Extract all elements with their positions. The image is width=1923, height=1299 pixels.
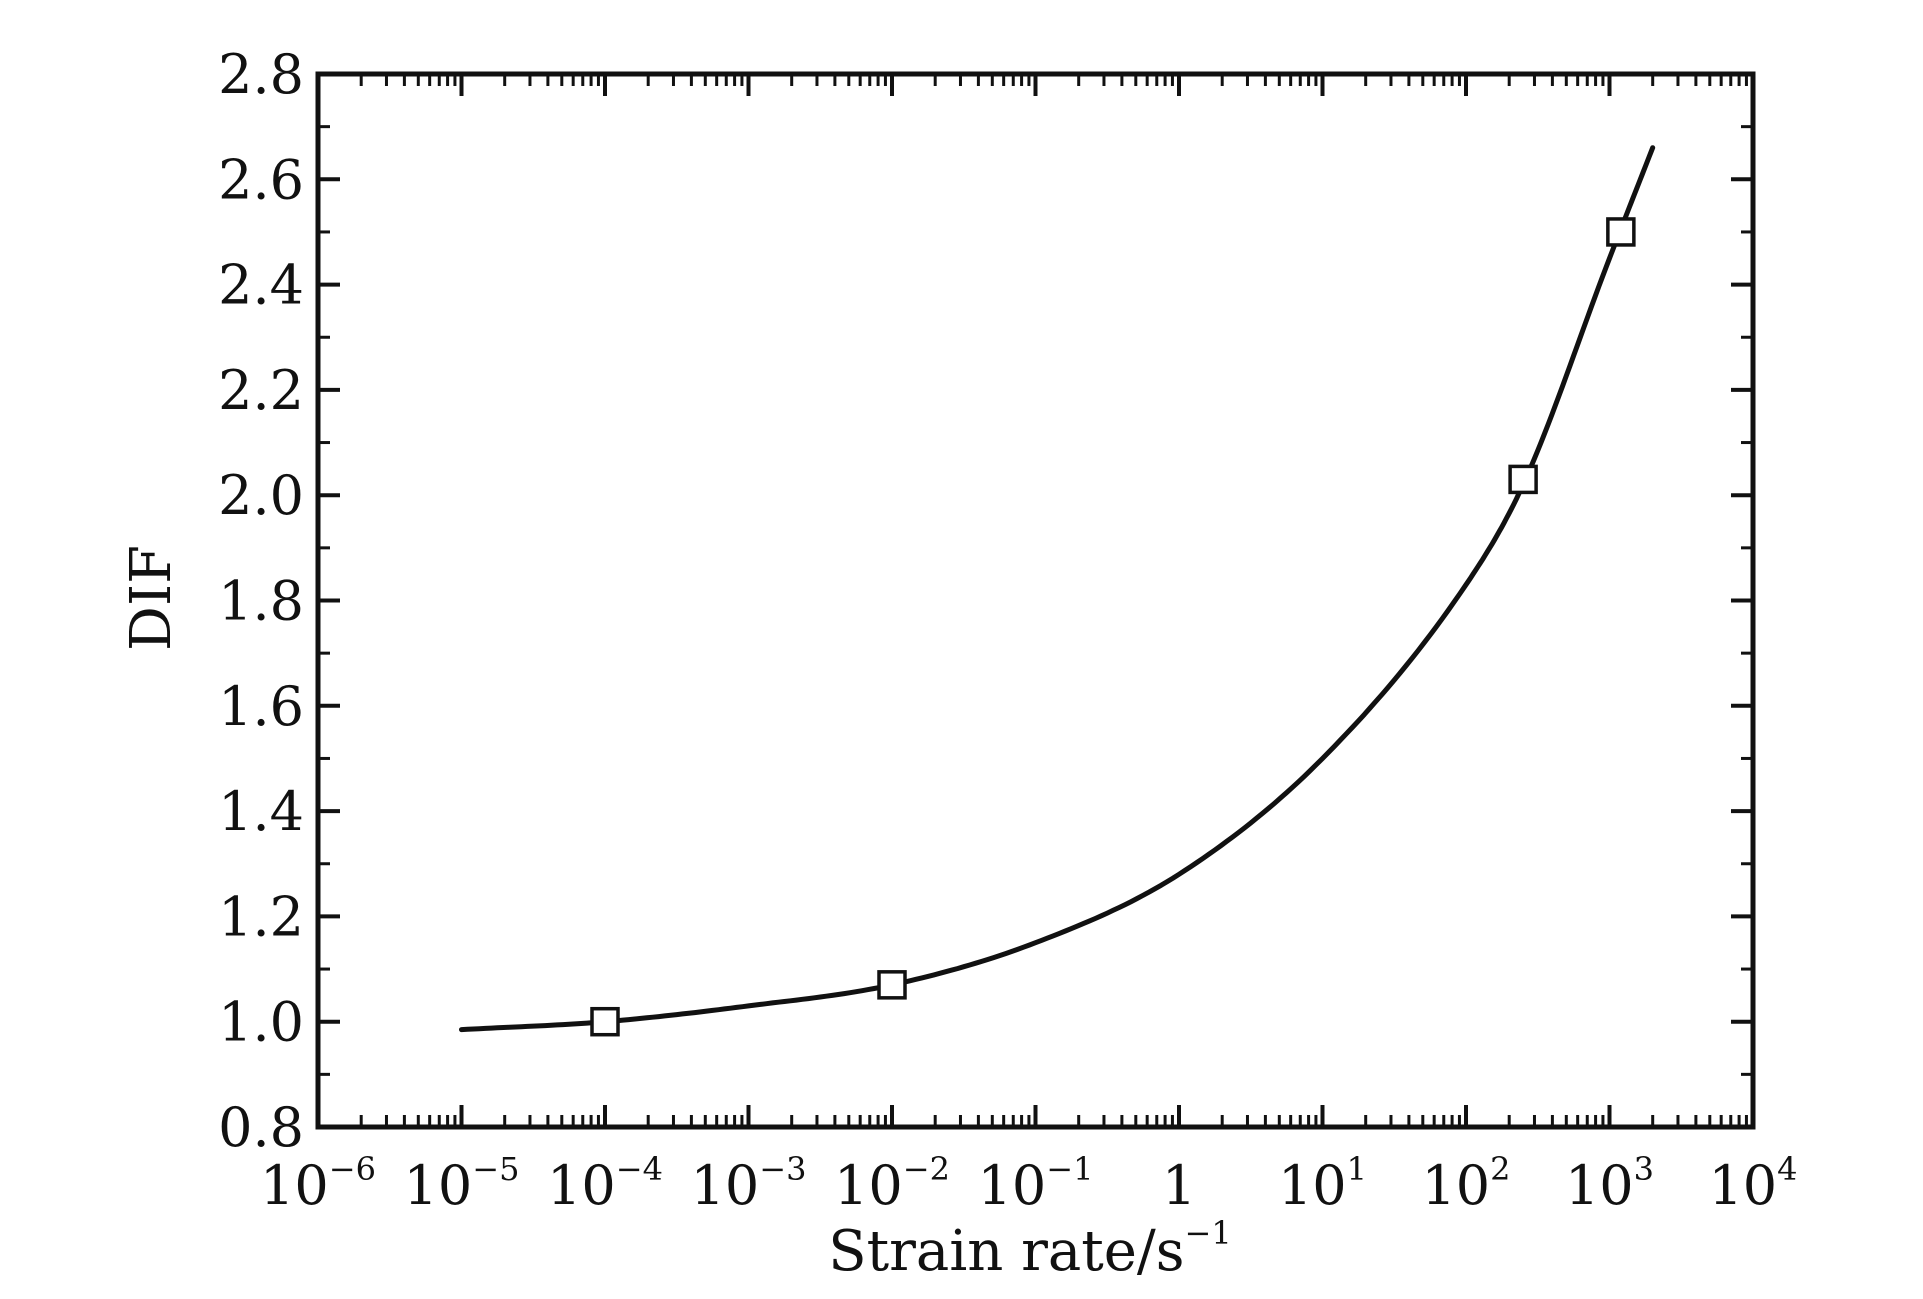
fit-curve: [459, 145, 1656, 1033]
data-point-marker: [590, 1006, 620, 1037]
x-tick-label: 102: [1421, 1150, 1510, 1217]
y-axis-title: DIF: [119, 545, 184, 651]
plot-frame: [315, 71, 1756, 1130]
y-tick-label: 2.6: [218, 148, 304, 211]
y-tick-label: 1.4: [218, 780, 304, 843]
y-tick-label: 1.0: [218, 991, 304, 1054]
x-tick-label: 1: [1162, 1154, 1196, 1217]
x-tick-label: 10−4: [547, 1150, 663, 1217]
x-tick-label: 10−5: [404, 1150, 520, 1217]
y-tick-label: 2.2: [218, 359, 304, 422]
y-tick-label: 0.8: [218, 1096, 304, 1159]
data-point-marker: [877, 970, 907, 1000]
x-tick-label: 10−6: [260, 1150, 376, 1217]
x-tick-label: 10−2: [834, 1150, 950, 1217]
y-tick-label: 1.8: [218, 570, 304, 633]
data-point-marker: [1606, 217, 1636, 247]
y-tick-labels: 0.8 1.0 1.2 1.4 1.6 1.8 2.0 2.2 2.4 2.6 2.8: [218, 43, 304, 1159]
data-point-marker: [1508, 464, 1538, 495]
y-tick-label: 1.2: [218, 885, 304, 948]
x-axis-title: Strain rate/s−1: [828, 1214, 1231, 1284]
x-tick-label: 101: [1278, 1150, 1367, 1217]
x-tick-label: 104: [1708, 1150, 1797, 1217]
x-tick-labels: 10−6 10−5 10−4 10−3 10−2 10−1 1 101 102 103 104: [260, 1150, 1797, 1217]
y-tick-label: 1.6: [218, 675, 304, 738]
y-tick-label: 2.0: [218, 464, 304, 527]
x-tick-label: 10−1: [978, 1150, 1094, 1217]
data-markers: [590, 217, 1636, 1037]
y-tick-label: 2.4: [218, 254, 304, 317]
x-tick-label: 10−3: [691, 1150, 807, 1217]
x-tick-label: 103: [1565, 1150, 1654, 1217]
y-tick-label: 2.8: [218, 43, 304, 106]
